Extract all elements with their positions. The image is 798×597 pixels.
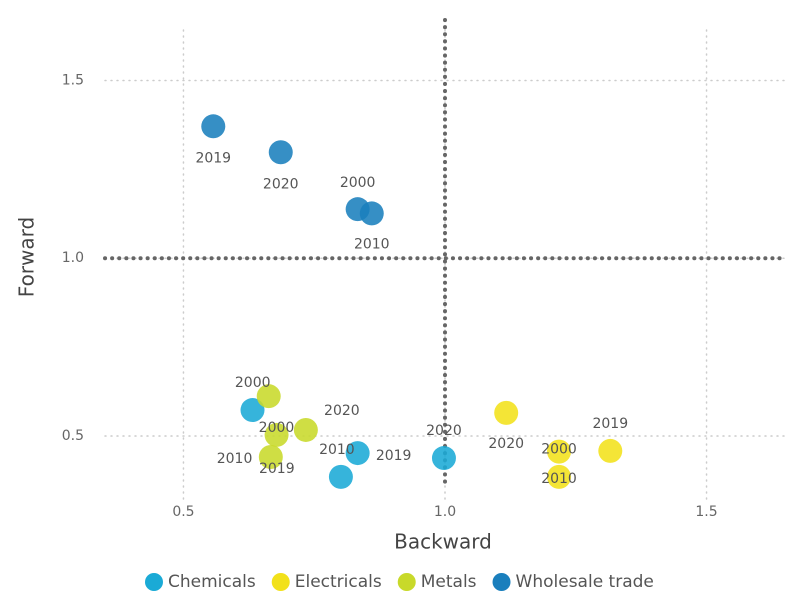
x-axis-title: Backward xyxy=(394,530,492,554)
point xyxy=(598,438,623,463)
point xyxy=(264,422,289,447)
point-label: 2010 xyxy=(541,471,577,487)
point-label: 2000 xyxy=(259,420,295,436)
y-tick-label: 0.5 xyxy=(62,428,84,444)
point xyxy=(345,441,370,466)
point-label: 2020 xyxy=(426,423,462,439)
x-tick-label: 1.0 xyxy=(434,504,456,520)
y-axis-title: Forward xyxy=(15,217,39,297)
point xyxy=(547,464,572,489)
point xyxy=(258,444,283,469)
point-label: 2000 xyxy=(235,375,271,391)
x-tick-label: 0.5 xyxy=(172,504,194,520)
point xyxy=(201,114,226,139)
legend-marker xyxy=(145,573,163,591)
legend-label: Chemicals xyxy=(168,572,256,592)
point xyxy=(359,201,384,226)
point-label: 2019 xyxy=(195,150,231,166)
legend-label: Wholesale trade xyxy=(516,572,654,592)
point-label: 2019 xyxy=(592,416,628,432)
legend-marker xyxy=(397,573,416,591)
point xyxy=(268,140,293,165)
point-label: 2010 xyxy=(319,442,355,458)
point xyxy=(431,446,456,471)
legend-marker xyxy=(271,573,290,591)
point-label: 2010 xyxy=(217,451,253,467)
y-tick-label: 1.0 xyxy=(62,250,84,266)
legend-marker xyxy=(492,573,511,591)
point-label: 2010 xyxy=(354,236,390,252)
y-tick-label: 1.5 xyxy=(62,72,84,88)
point xyxy=(240,398,265,423)
point-label: 2019 xyxy=(259,461,295,477)
legend-label: Metals xyxy=(421,572,477,592)
point xyxy=(328,464,353,489)
point-label: 2000 xyxy=(340,175,376,191)
point-label: 2020 xyxy=(324,403,360,419)
x-tick-label: 1.5 xyxy=(695,504,717,520)
point-label: 2020 xyxy=(488,436,524,452)
point xyxy=(293,417,318,442)
point-label: 2019 xyxy=(376,448,412,464)
point xyxy=(256,384,281,409)
point-label: 2020 xyxy=(263,176,299,192)
point-label: 2000 xyxy=(541,442,577,458)
point xyxy=(494,400,519,425)
point xyxy=(547,439,572,464)
legend-label: Electricals xyxy=(295,572,382,592)
